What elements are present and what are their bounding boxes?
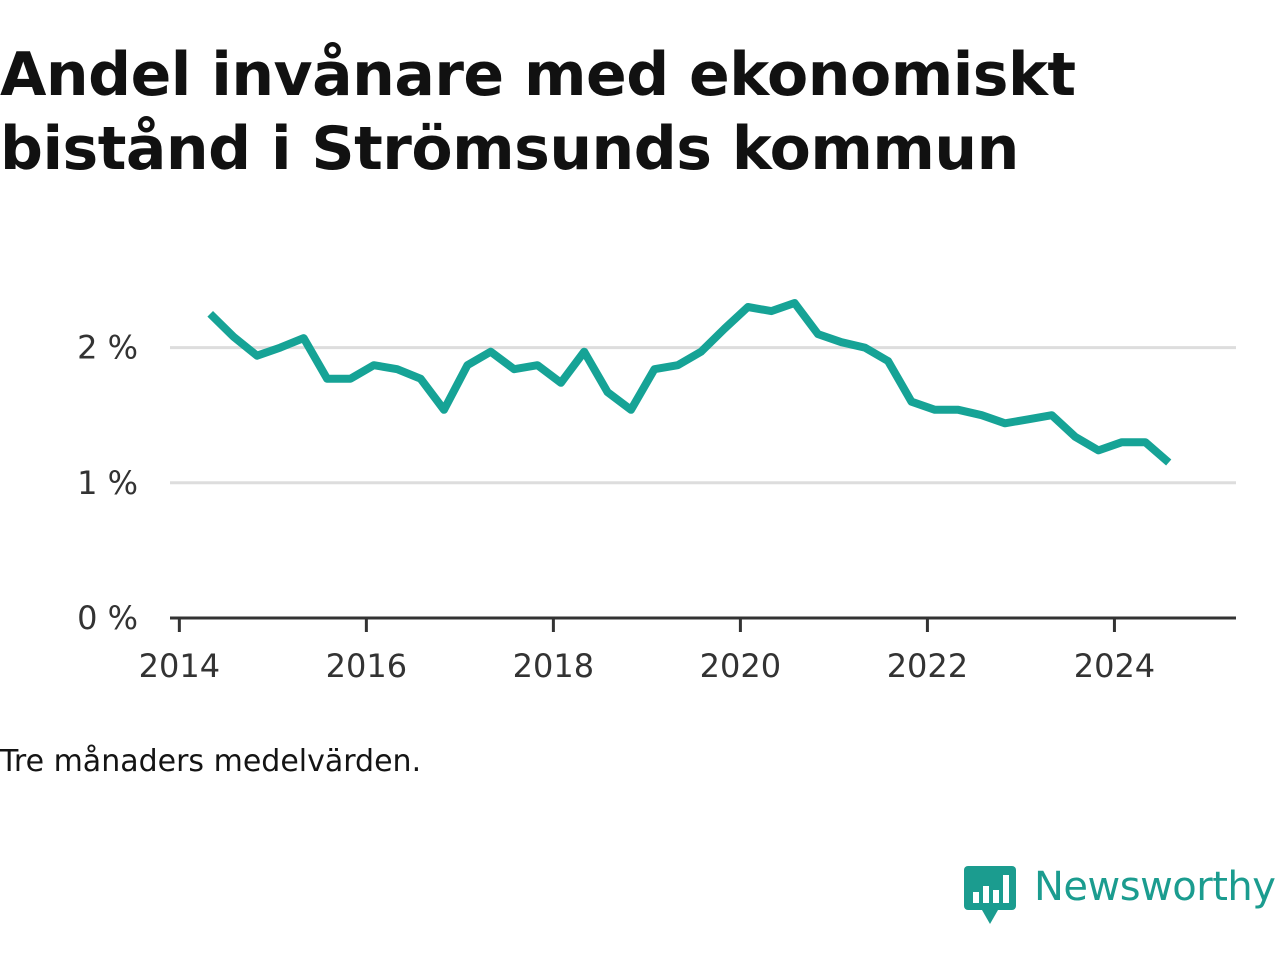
chart-title: Andel invånare med ekonomiskt bistånd i … [0,40,1076,184]
newsworthy-logo-icon [964,866,1016,924]
series-line [207,299,1172,466]
x-tick-label: 2024 [1074,647,1155,685]
y-tick-label: 1 % [77,464,138,502]
y-tick-label: 2 % [77,329,138,367]
y-tick-label: 0 % [77,599,138,637]
line-chart: 0 % 1 % 2 % 2014 2016 2018 2020 2022 2024 [77,299,1236,685]
logo-text: Newsworthy [1034,864,1276,910]
y-axis-labels: 0 % 1 % 2 % [77,329,138,637]
newsworthy-logo[interactable]: Newsworthy [964,862,1276,926]
grid-lines [170,346,1236,485]
x-tick-label: 2014 [139,647,220,685]
x-tick-label: 2016 [326,647,407,685]
x-tick-label: 2022 [887,647,968,685]
x-tick-label: 2018 [513,647,594,685]
x-axis [170,616,1236,632]
series-layer [207,299,1172,466]
chart-footnote: Tre månaders medelvärden. [0,744,422,779]
x-tick-label: 2020 [700,647,781,685]
x-axis-labels: 2014 2016 2018 2020 2022 2024 [139,647,1156,685]
